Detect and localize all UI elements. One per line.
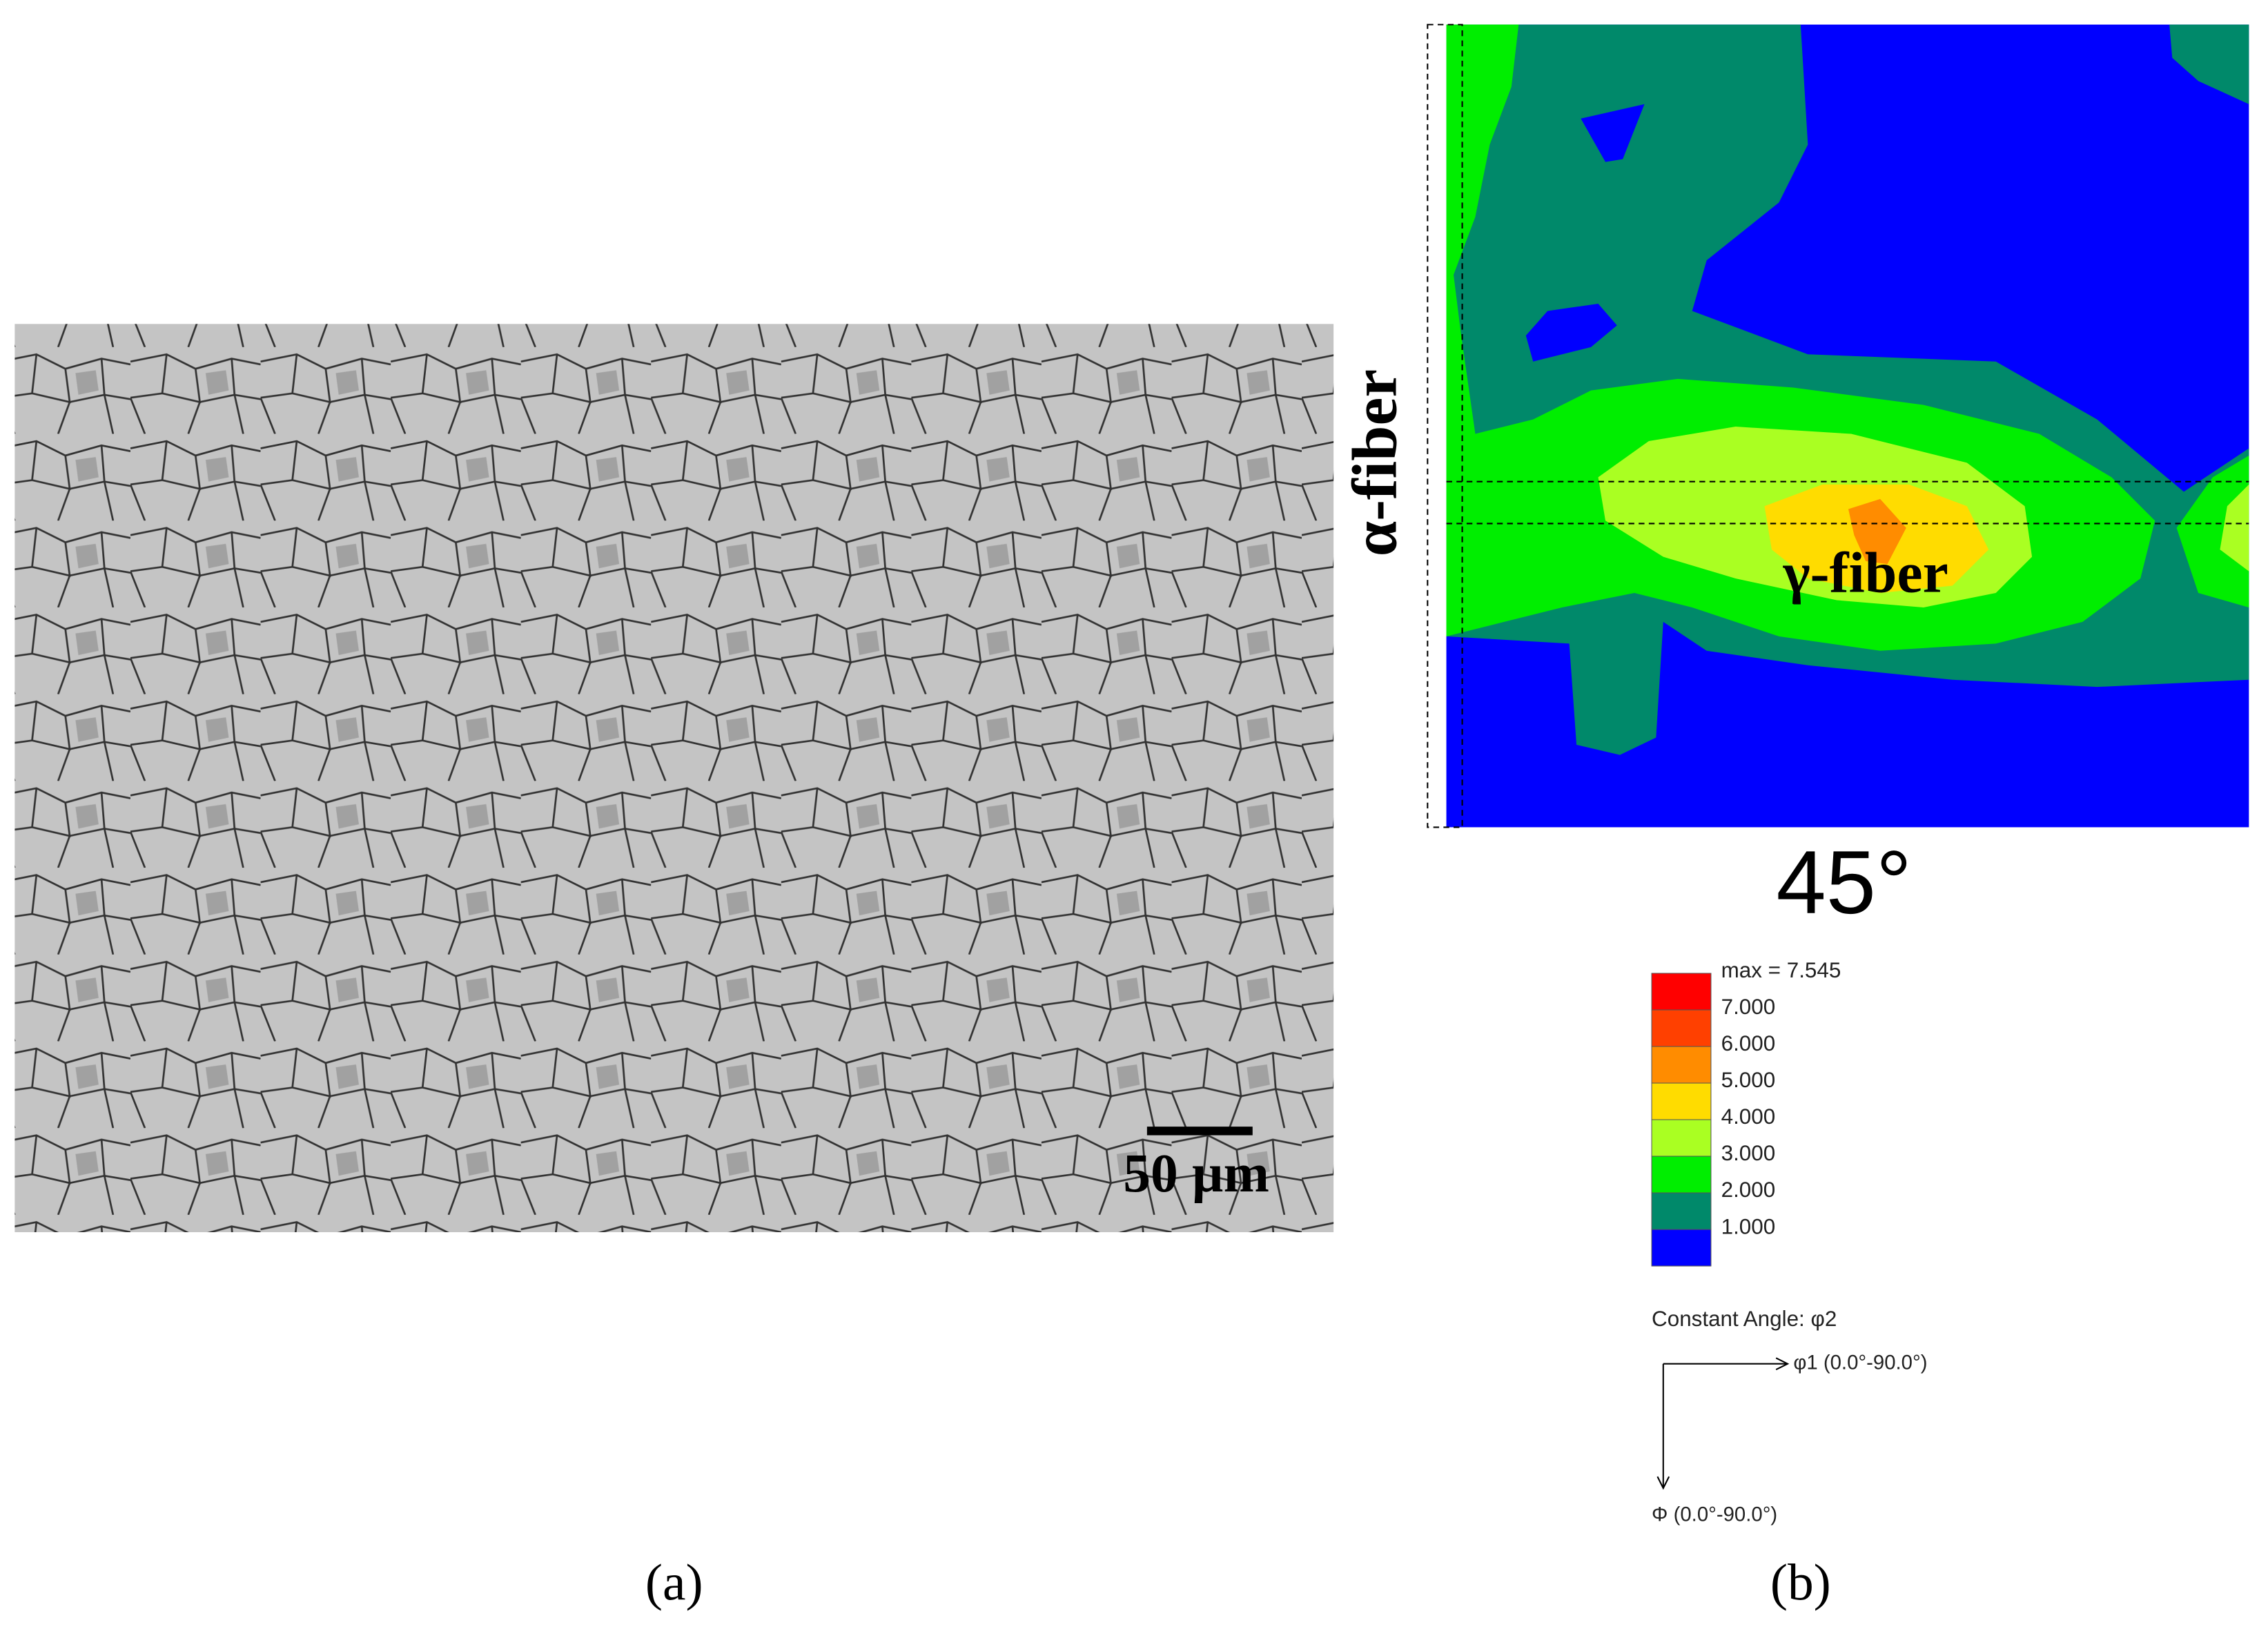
caption-b: (b): [1770, 1555, 1831, 1612]
constant-angle: Constant Angle: φ2: [1652, 1307, 1837, 1331]
legend-swatch: [1651, 1192, 1712, 1230]
level-4: [2220, 484, 2249, 572]
micrograph: [14, 324, 1334, 1233]
arrow-head: [1775, 1357, 1790, 1371]
legend-swatch: [1651, 1229, 1712, 1267]
level-6: [1848, 498, 1906, 565]
arrow-head: [1656, 1476, 1670, 1490]
legend-label: 3.000: [1721, 1141, 1776, 1165]
gamma-fiber-label: γ-fiber: [1782, 540, 1948, 605]
axes-arrows: [1656, 1357, 1790, 1490]
legend-label: 5.000: [1721, 1068, 1776, 1092]
legend-swatch: [1651, 1082, 1712, 1120]
legend: max = 7.545 7.000 6.000 5.000 4.000 3.000 2.00…: [1651, 958, 1841, 1267]
legend-label: max = 7.545: [1721, 958, 1841, 982]
legend-label: 2.000: [1721, 1178, 1776, 1202]
legend-label: 7.000: [1721, 995, 1776, 1019]
caption-a: (a): [645, 1555, 703, 1612]
level-1: [1525, 303, 1617, 362]
fiber-guides: [1427, 23, 2249, 828]
alpha-fiber-label: α-fiber: [1339, 369, 1409, 557]
legend-swatch: [1651, 1046, 1712, 1084]
legend-label: 4.000: [1721, 1104, 1776, 1129]
legend-swatch: [1651, 1119, 1712, 1157]
legend-swatch: [1651, 1009, 1712, 1047]
guide-box: [1427, 23, 1463, 828]
odf-section: [1446, 24, 2249, 828]
section-angle: 45°: [1776, 832, 1911, 933]
legend-label: 1.000: [1721, 1214, 1776, 1238]
axis-y-label: Φ (0.0°-90.0°): [1652, 1503, 1777, 1526]
level-3: [2176, 455, 2249, 607]
level-1: [1581, 104, 1645, 162]
legend-swatch: [1651, 973, 1712, 1011]
axis-x-label: φ1 (0.0°-90.0°): [1793, 1351, 1927, 1374]
scale-bar-label: 50 µm: [1123, 1143, 1269, 1204]
legend-label: 6.000: [1721, 1031, 1776, 1055]
legend-swatch: [1651, 1156, 1712, 1194]
level-2: [2169, 24, 2249, 104]
